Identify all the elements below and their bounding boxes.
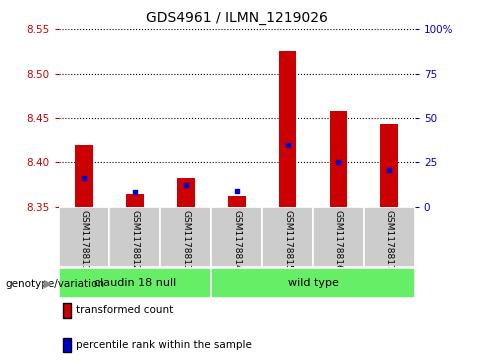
Text: GSM1178814: GSM1178814: [232, 210, 241, 270]
Bar: [161, 207, 211, 267]
Bar: [364, 207, 415, 267]
Text: percentile rank within the sample: percentile rank within the sample: [76, 340, 251, 350]
Bar: [75, 144, 93, 207]
Text: GSM1178811: GSM1178811: [80, 210, 88, 271]
Bar: [211, 207, 262, 267]
Text: GSM1178817: GSM1178817: [385, 210, 394, 271]
Text: genotype/variation: genotype/variation: [5, 279, 104, 289]
Title: GDS4961 / ILMN_1219026: GDS4961 / ILMN_1219026: [146, 11, 327, 25]
Bar: [211, 269, 415, 298]
Point: [233, 188, 241, 194]
Point: [182, 182, 190, 188]
Bar: [279, 51, 297, 207]
Bar: [329, 111, 347, 207]
Bar: [59, 207, 109, 267]
Bar: [262, 207, 313, 267]
Point: [80, 175, 88, 180]
Text: wild type: wild type: [287, 278, 339, 288]
Bar: [59, 269, 211, 298]
Bar: [177, 178, 195, 207]
Text: transformed count: transformed count: [76, 305, 173, 315]
Text: ▶: ▶: [44, 279, 53, 289]
Text: GSM1178815: GSM1178815: [283, 210, 292, 271]
Bar: [313, 207, 364, 267]
Point: [386, 167, 393, 172]
Point: [335, 159, 343, 165]
Bar: [109, 207, 161, 267]
Point: [131, 189, 139, 195]
Point: [284, 142, 291, 147]
Text: GSM1178812: GSM1178812: [130, 210, 140, 270]
Text: GSM1178813: GSM1178813: [181, 210, 190, 271]
Bar: [381, 124, 398, 207]
Bar: [126, 193, 144, 207]
Text: GSM1178816: GSM1178816: [334, 210, 343, 271]
Text: claudin 18 null: claudin 18 null: [94, 278, 176, 288]
Bar: [228, 196, 245, 207]
